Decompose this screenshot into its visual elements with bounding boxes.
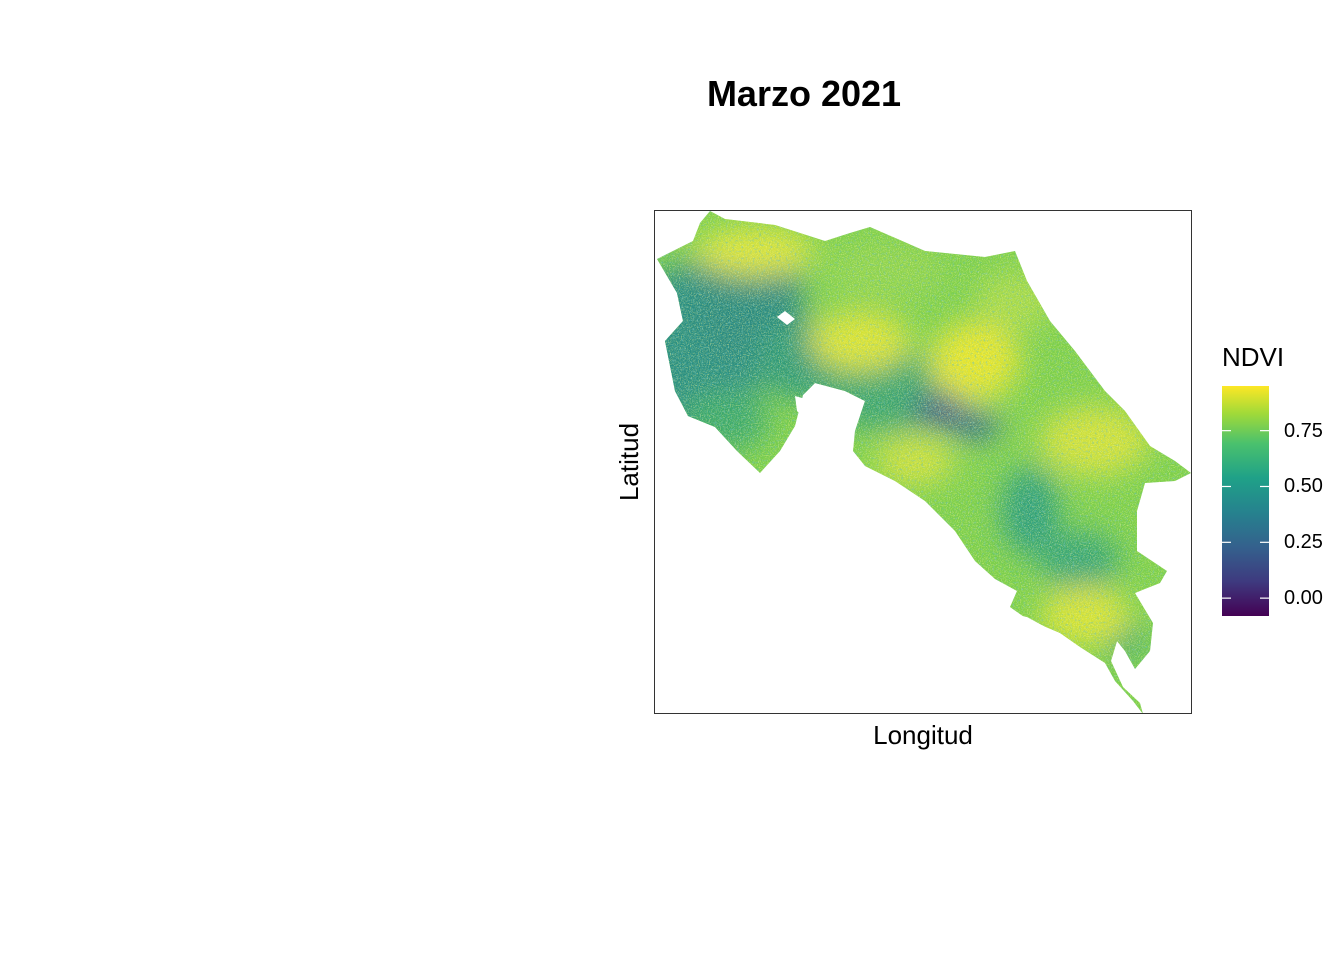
legend-title: NDVI: [1222, 342, 1285, 372]
y-axis-label: Latitud: [614, 422, 644, 502]
map-panel: [654, 210, 1192, 714]
colorbar-ticks: [1222, 430, 1269, 599]
lake-arenal: [777, 311, 795, 325]
colorbar-tick-label: 0.25: [1284, 531, 1323, 554]
plot-title: Marzo 2021: [706, 73, 902, 114]
ndvi-raster-map: [657, 211, 1191, 713]
colorbar-tick-label: 0.75: [1284, 419, 1323, 442]
colorbar-gradient: [1222, 386, 1269, 616]
golfo-dulce: [1007, 613, 1075, 659]
gulf-of-nicoya: [795, 396, 823, 421]
costa-rica-land: [657, 211, 1191, 713]
x-axis-label: Longitud: [873, 720, 973, 750]
ndvi-colorbar: [1222, 386, 1269, 616]
colorbar-tick-label: 0.50: [1284, 475, 1323, 498]
colorbar-tick-label: 0.00: [1284, 587, 1323, 610]
